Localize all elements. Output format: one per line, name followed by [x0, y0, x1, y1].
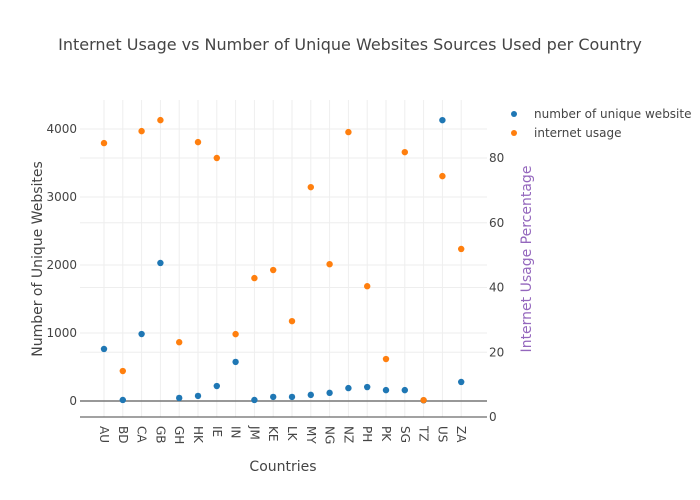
x-tick-label: GH — [172, 426, 186, 444]
y-tick-label: 0 — [69, 394, 77, 408]
point-internet-usage — [345, 128, 352, 136]
point-unique-websites — [307, 391, 314, 399]
point-unique-websites — [232, 358, 239, 366]
point-unique-websites — [401, 386, 408, 394]
point-internet-usage — [307, 183, 314, 191]
y2-tick-label: 80 — [489, 151, 504, 165]
data-points — [100, 116, 465, 404]
legend-marker-orange — [511, 130, 517, 136]
y-tick-label: 1000 — [46, 326, 77, 340]
y2-tick-label: 60 — [489, 216, 504, 230]
point-internet-usage — [176, 339, 183, 346]
point-unique-websites — [326, 389, 333, 397]
point-unique-websites — [439, 116, 446, 124]
point-unique-websites — [251, 396, 258, 404]
point-unique-websites — [458, 378, 465, 386]
point-internet-usage — [194, 138, 202, 146]
x-tick-label: NZ — [341, 426, 355, 443]
point-unique-websites — [119, 396, 127, 404]
point-internet-usage — [157, 116, 164, 124]
x-tick-label: US — [435, 426, 449, 442]
point-internet-usage — [232, 330, 239, 338]
y-tick-label: 2000 — [46, 258, 77, 272]
point-internet-usage — [439, 172, 446, 180]
x-tick-label: TZ — [417, 425, 431, 442]
point-internet-usage — [119, 367, 127, 375]
point-unique-websites — [176, 394, 183, 402]
x-tick-label: NG — [323, 426, 337, 444]
point-internet-usage — [458, 245, 465, 253]
point-unique-websites — [288, 393, 296, 401]
x-tick-label: IE — [210, 426, 224, 437]
x-tick-label: GB — [153, 426, 167, 444]
x-tick-label: MY — [304, 426, 318, 444]
point-unique-websites — [345, 384, 352, 392]
legend-item-unique-websites[interactable]: number of unique website — [511, 107, 691, 121]
chart-title: Internet Usage vs Number of Unique Websi… — [58, 35, 642, 54]
point-unique-websites — [157, 259, 164, 267]
x-tick-label: PH — [360, 426, 374, 442]
point-unique-websites — [213, 382, 220, 390]
y2-tick-label: 20 — [489, 345, 504, 359]
x-axis-title: Countries — [249, 459, 316, 475]
x-tick-label: SG — [398, 426, 412, 443]
x-tick-label: ZA — [454, 426, 468, 443]
point-internet-usage — [401, 148, 408, 156]
x-tick-label: KE — [266, 426, 280, 441]
y-axis-title: Number of Unique Websites — [30, 161, 46, 357]
point-internet-usage — [213, 154, 220, 162]
legend-label-internet-usage: internet usage — [534, 126, 621, 140]
legend-marker-blue — [511, 111, 517, 117]
point-internet-usage — [100, 139, 108, 147]
x-tick-label: LK — [285, 426, 299, 442]
y-tick-label: 4000 — [46, 122, 77, 136]
point-internet-usage — [138, 127, 145, 135]
y2-tick-label: 0 — [489, 410, 497, 424]
point-unique-websites — [194, 392, 202, 400]
y2-tick-label: 40 — [489, 281, 504, 295]
point-unique-websites — [364, 383, 371, 391]
y-tick-label: 3000 — [46, 190, 77, 204]
point-internet-usage — [251, 274, 258, 282]
point-internet-usage — [270, 266, 277, 274]
legend-item-internet-usage[interactable]: internet usage — [511, 126, 621, 140]
x-tick-label: AU — [97, 426, 111, 443]
point-unique-websites — [100, 345, 108, 353]
x-tick-label: PK — [379, 426, 393, 442]
x-tick-label: JM — [247, 425, 261, 440]
legend: number of unique website internet usage — [511, 107, 691, 140]
x-tick-label: BD — [116, 426, 130, 443]
point-internet-usage — [364, 283, 371, 290]
point-internet-usage — [288, 317, 296, 325]
point-unique-websites — [138, 330, 145, 338]
y2-axis-title: Internet Usage Percentage — [519, 166, 535, 353]
x-tick-label: HK — [191, 426, 205, 444]
point-internet-usage — [420, 396, 427, 404]
grid — [80, 100, 487, 417]
point-unique-websites — [270, 393, 277, 401]
point-unique-websites — [382, 386, 390, 394]
x-tick-label: CA — [135, 426, 149, 443]
legend-label-unique-websites: number of unique website — [534, 107, 691, 121]
point-internet-usage — [382, 355, 390, 363]
axes: 0 1000 2000 3000 4000 0 20 40 60 80 AU BD CA GB GH HK IE… — [46, 122, 504, 444]
point-internet-usage — [326, 260, 333, 268]
x-tick-label: IN — [229, 426, 243, 439]
